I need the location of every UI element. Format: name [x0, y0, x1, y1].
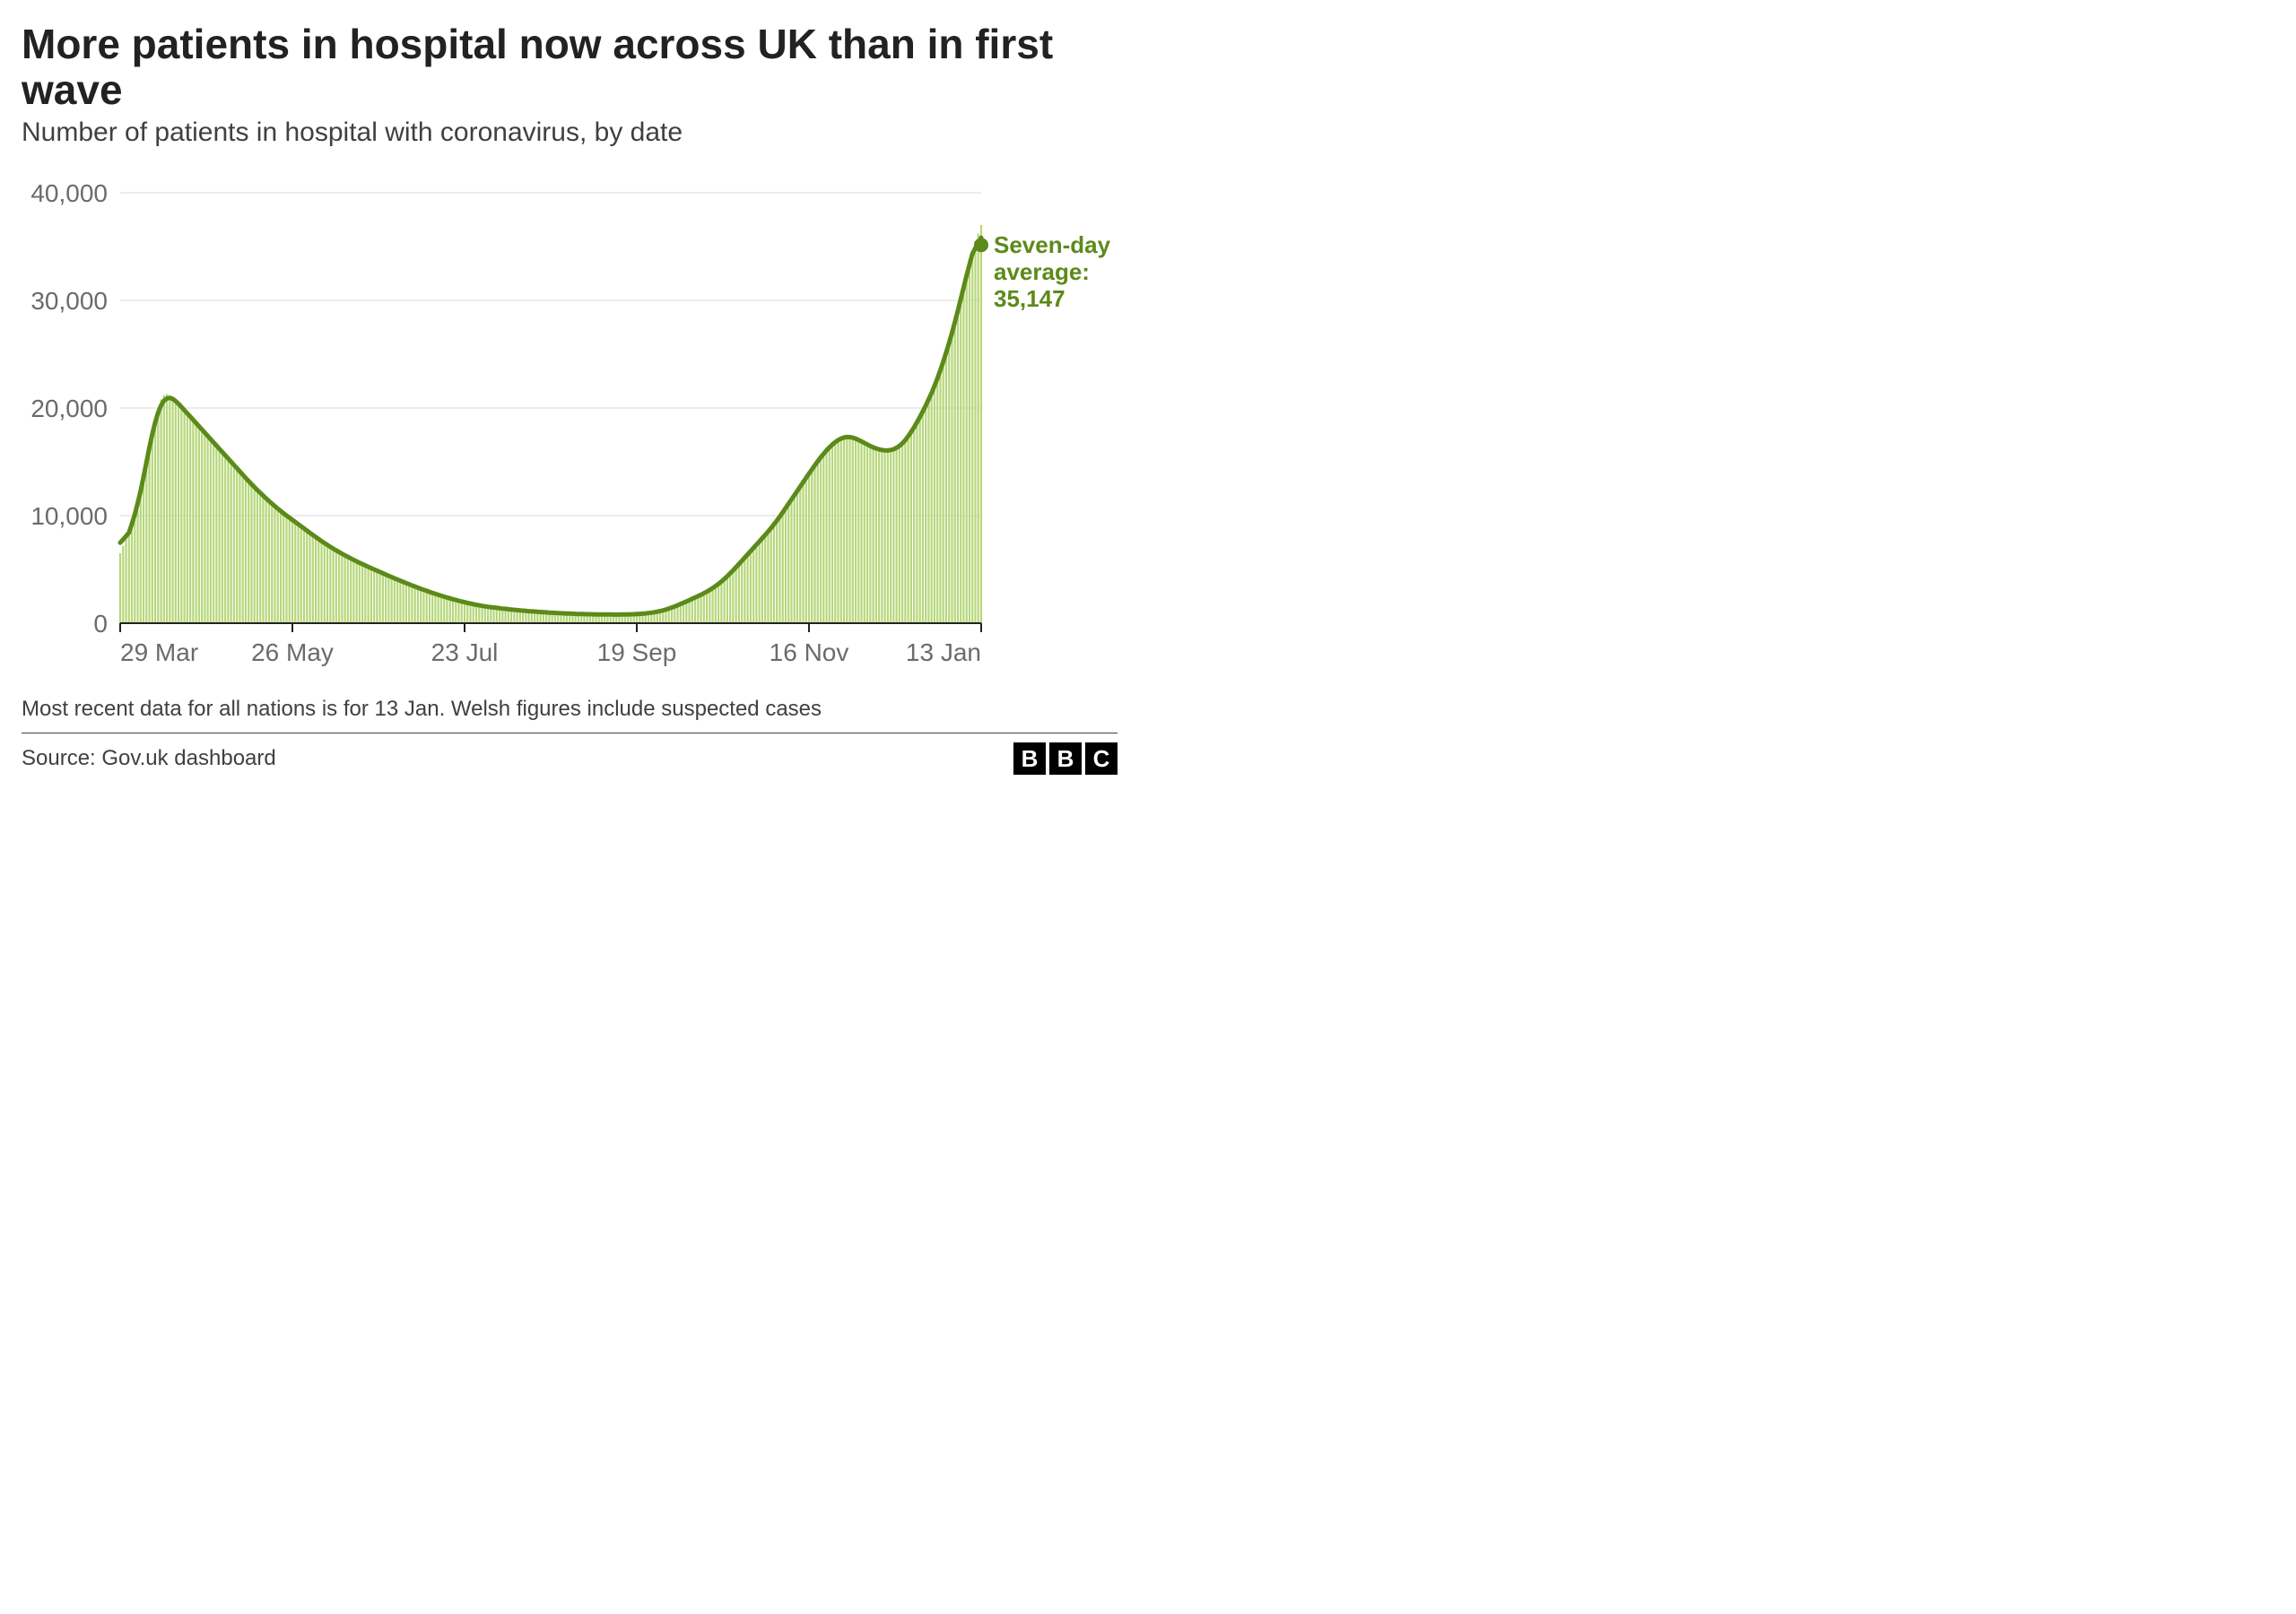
svg-text:26 May: 26 May [251, 638, 334, 666]
svg-text:30,000: 30,000 [30, 287, 108, 315]
svg-text:19 Sep: 19 Sep [597, 638, 677, 666]
annotation-value: 35,147 [994, 286, 1110, 313]
svg-text:0: 0 [93, 610, 108, 638]
svg-text:40,000: 40,000 [30, 179, 108, 207]
bottom-row: Source: Gov.uk dashboard B B C [22, 733, 1118, 775]
chart-source: Source: Gov.uk dashboard [22, 746, 276, 771]
chart-subtitle: Number of patients in hospital with coro… [22, 117, 1118, 148]
bbc-logo: B B C [1013, 742, 1118, 775]
svg-text:20,000: 20,000 [30, 395, 108, 422]
svg-text:29 Mar: 29 Mar [120, 638, 198, 666]
svg-text:13 Jan: 13 Jan [906, 638, 981, 666]
bbc-b2-icon: B [1049, 742, 1082, 775]
bbc-b1-icon: B [1013, 742, 1046, 775]
chart-svg: 0 10,000 20,000 30,000 40,000 29 Mar 26 May 23 … [22, 175, 1116, 677]
chart-card: More patients in hospital now across UK … [0, 0, 1139, 784]
svg-text:23 Jul: 23 Jul [431, 638, 499, 666]
svg-text:10,000: 10,000 [30, 502, 108, 530]
svg-text:16 Nov: 16 Nov [770, 638, 849, 666]
chart-footnote: Most recent data for all nations is for … [22, 697, 1118, 733]
bbc-c-icon: C [1085, 742, 1118, 775]
annotation-label-2: average: [994, 259, 1110, 286]
annotation-label-1: Seven-day [994, 232, 1110, 259]
chart-title: More patients in hospital now across UK … [22, 22, 1118, 112]
final-value-annotation: Seven-day average: 35,147 [994, 232, 1110, 313]
chart-area: 0 10,000 20,000 30,000 40,000 29 Mar 26 May 23 … [22, 175, 1118, 677]
